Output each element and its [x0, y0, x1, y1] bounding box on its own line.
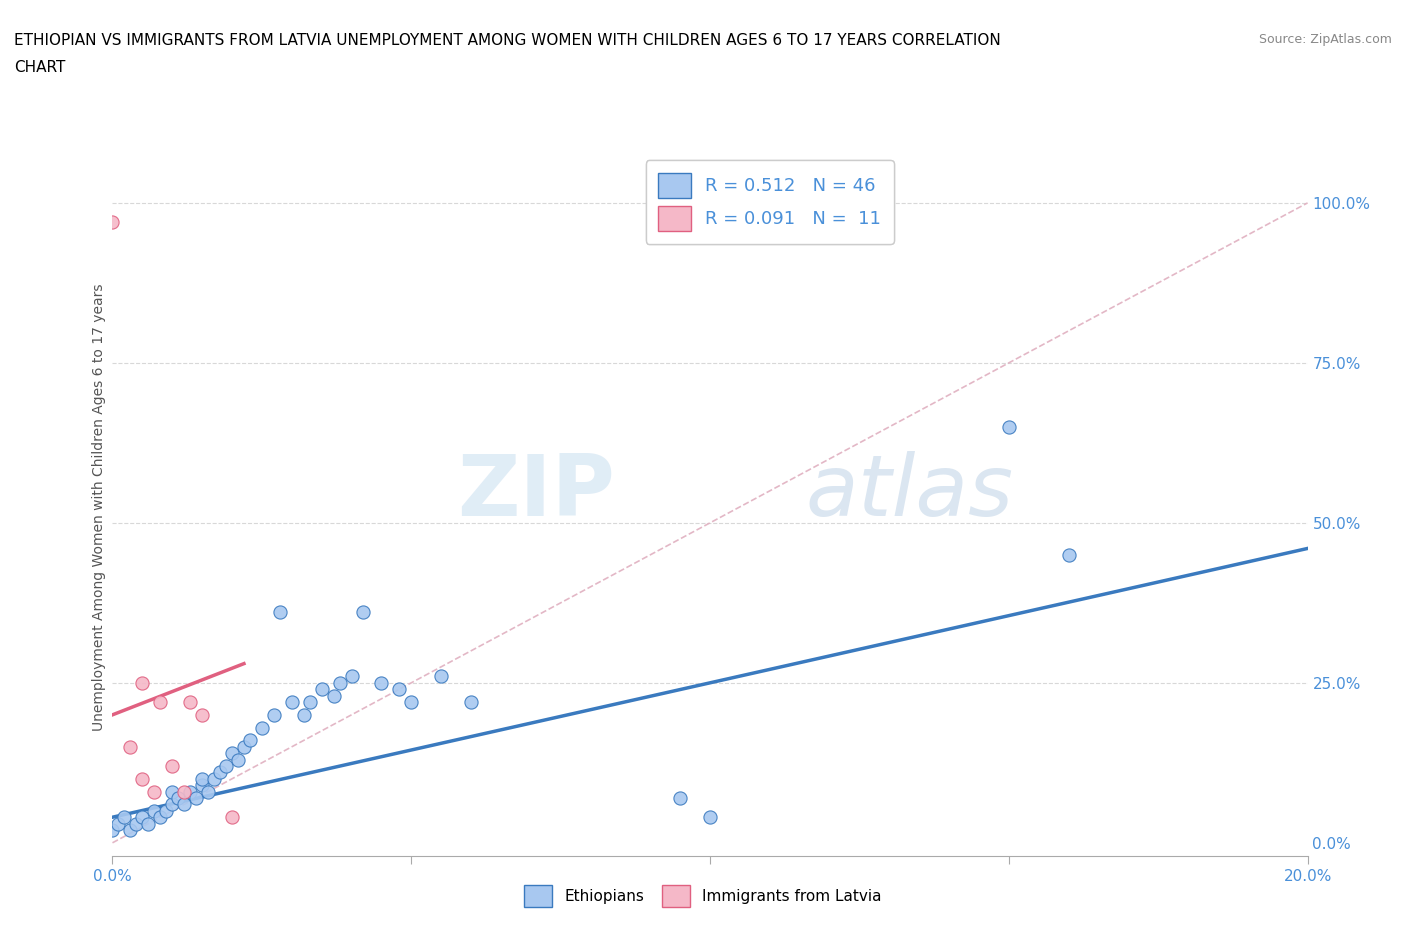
Point [998, 419, 1021, 434]
Point [138, 817, 160, 831]
Point [162, 759, 183, 774]
Point [281, 695, 304, 710]
Point [322, 688, 344, 703]
Point [120, 739, 142, 754]
Point [114, 810, 135, 825]
Point [149, 810, 172, 825]
Point [292, 708, 315, 723]
Point [311, 682, 333, 697]
Point [250, 720, 273, 735]
Point [352, 605, 374, 620]
Point [263, 708, 285, 723]
Point [669, 790, 692, 805]
Point [226, 752, 249, 767]
Point [173, 797, 195, 812]
Point [401, 695, 423, 710]
Text: ETHIOPIAN VS IMMIGRANTS FROM LATVIA UNEMPLOYMENT AMONG WOMEN WITH CHILDREN AGES : ETHIOPIAN VS IMMIGRANTS FROM LATVIA UNEM… [14, 33, 1001, 47]
Point [155, 804, 177, 818]
Point [370, 675, 392, 690]
Point [221, 810, 243, 825]
Point [107, 817, 129, 831]
Point [208, 765, 231, 780]
Point [191, 777, 214, 792]
Point [179, 784, 201, 799]
Point [167, 790, 190, 805]
Point [191, 771, 214, 786]
Point [269, 605, 291, 620]
Point [143, 804, 166, 818]
Text: atlas: atlas [806, 451, 1014, 535]
Point [173, 784, 195, 799]
Point [215, 759, 238, 774]
Point [699, 810, 721, 825]
Point [131, 771, 153, 786]
Point [162, 797, 183, 812]
Point [221, 746, 243, 761]
Point [197, 784, 219, 799]
Point [388, 682, 411, 697]
Y-axis label: Unemployment Among Women with Children Ages 6 to 17 years: Unemployment Among Women with Children A… [93, 283, 107, 731]
Point [298, 695, 321, 710]
Point [239, 733, 262, 748]
Point [179, 695, 201, 710]
Point [101, 215, 124, 230]
Point [131, 675, 153, 690]
Point [430, 669, 453, 684]
Point [232, 739, 256, 754]
Point [162, 784, 183, 799]
Point [120, 822, 142, 837]
Text: Source: ZipAtlas.com: Source: ZipAtlas.com [1258, 33, 1392, 46]
Point [131, 810, 153, 825]
Point [149, 695, 172, 710]
Point [328, 675, 352, 690]
Legend: Ethiopians, Immigrants from Latvia: Ethiopians, Immigrants from Latvia [519, 879, 887, 913]
Point [1057, 548, 1080, 563]
Point [340, 669, 363, 684]
Text: CHART: CHART [14, 60, 66, 75]
Point [143, 784, 166, 799]
Point [125, 817, 148, 831]
Legend: R = 0.512   N = 46, R = 0.091   N =  11: R = 0.512 N = 46, R = 0.091 N = 11 [645, 160, 894, 244]
Point [191, 708, 214, 723]
Point [202, 771, 225, 786]
Point [186, 790, 208, 805]
Point [460, 695, 482, 710]
Point [101, 822, 124, 837]
Text: ZIP: ZIP [457, 451, 614, 535]
